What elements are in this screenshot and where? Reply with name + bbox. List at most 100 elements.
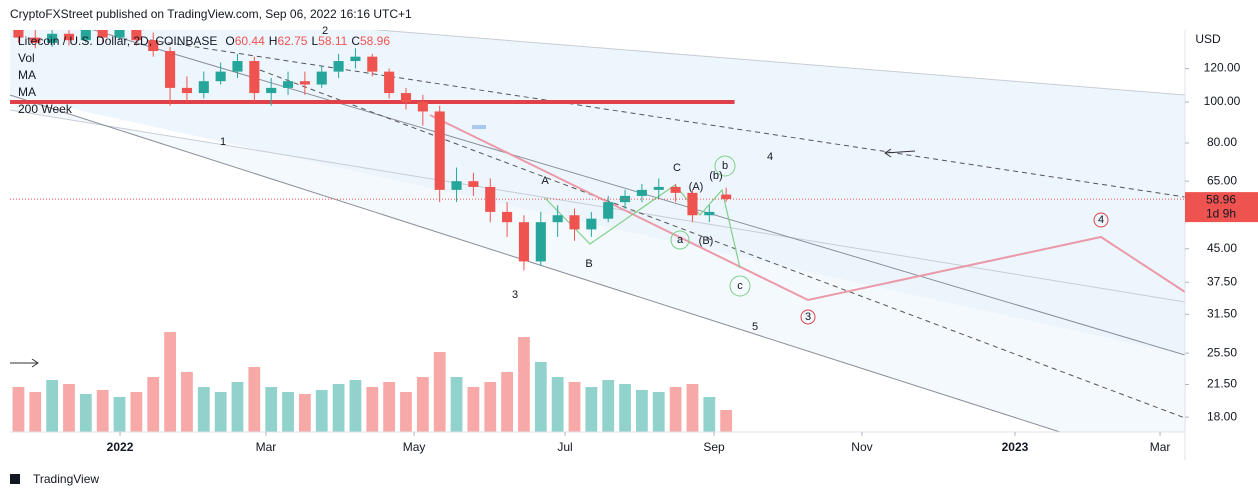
wave-label: (A): [689, 181, 704, 193]
candle-body: [249, 61, 260, 94]
y-tick-label: 100.00: [1204, 94, 1241, 108]
candle-body: [670, 186, 681, 193]
trend-line: [372, 30, 1185, 96]
candle-body: [586, 218, 597, 230]
volume-bar: [416, 377, 429, 432]
wave-label: 4: [767, 151, 773, 163]
volume-bar: [12, 387, 25, 432]
volume-bar: [214, 392, 227, 432]
volume-bar: [534, 362, 547, 432]
trend-line: [10, 109, 1185, 303]
logo: TradingView: [10, 472, 99, 486]
legend-symbol: Litecoin / U.S. Dollar, 2D, COINBASE O60.…: [18, 34, 390, 48]
volume-bar: [29, 392, 42, 432]
volume-bar: [518, 337, 530, 432]
ohlc-key: C: [351, 34, 360, 48]
ohlc-value: 58.11: [318, 34, 347, 48]
volume-bar: [383, 382, 396, 432]
volume-bar: [113, 397, 126, 432]
volume-bar: [46, 380, 59, 432]
y-tick-label: 25.50: [1207, 345, 1237, 359]
volume-bar: [248, 367, 261, 432]
indicator: MA: [18, 85, 36, 99]
candle-body: [215, 71, 226, 82]
channel-fill: [10, 95, 1185, 432]
candle-body: [569, 215, 580, 230]
x-tick-label: 2022: [107, 440, 134, 454]
ohlc-key: O: [225, 34, 234, 48]
wave-circle: [729, 275, 751, 297]
candle-body: [400, 93, 412, 103]
volume-bar: [652, 392, 665, 432]
volume-bar: [568, 382, 581, 432]
trend-line: [91, 30, 1185, 356]
candle-body: [704, 211, 715, 216]
volume-bar: [366, 387, 379, 432]
volume-bar: [332, 384, 345, 432]
x-tick-label: Mar: [1150, 440, 1171, 454]
ohlc-key: L: [311, 34, 318, 48]
candle-body: [165, 51, 176, 88]
wave-label: a: [677, 234, 684, 246]
y-tick-label: 80.00: [1207, 135, 1237, 149]
candle-body: [80, 30, 91, 41]
price-label: 58.96: [1206, 192, 1236, 206]
currency: USD: [1195, 32, 1221, 46]
candle-body: [552, 215, 563, 223]
wave-label: C: [673, 162, 681, 174]
volume-bar: [450, 377, 463, 432]
ohlc-value: 62.75: [277, 34, 307, 48]
price-label-bg: [1185, 192, 1258, 223]
volume-bar: [703, 397, 716, 432]
volume-bar: [79, 394, 92, 432]
volume-bar: [619, 384, 631, 432]
candle-body: [518, 222, 530, 262]
wave-label: 3: [512, 289, 518, 301]
volume-bar: [164, 332, 176, 432]
x-tick-label: Sep: [703, 440, 725, 454]
x-tick-label: 2023: [1002, 440, 1029, 454]
candle-body: [636, 189, 647, 196]
marker: [472, 125, 486, 129]
candle-body: [316, 71, 327, 85]
volume-bar: [197, 387, 210, 432]
y-tick-label: 37.50: [1207, 274, 1237, 288]
x-tick-label: Nov: [851, 440, 872, 454]
candle-body: [502, 211, 513, 223]
volume-bar: [501, 372, 513, 432]
candle-body: [232, 61, 243, 72]
candle-body: [350, 56, 361, 62]
header: CryptoFXStreet published on TradingView.…: [10, 7, 412, 21]
y-tick-label: 18.00: [1207, 409, 1237, 423]
legend: Litecoin / U.S. Dollar, 2D, COINBASE O60.…: [18, 34, 390, 116]
volume-bar: [63, 384, 75, 432]
candle-body: [198, 81, 209, 94]
candle-body: [131, 30, 142, 41]
candle-body: [114, 30, 125, 38]
candle-body: [434, 111, 445, 190]
candle-body: [97, 30, 108, 38]
footer: TradingView: [33, 472, 99, 486]
ohlc: O60.44 H62.75 L58.11 C58.96: [225, 34, 390, 48]
volume-bar: [720, 410, 733, 432]
wave-labels: 1 2 3 4 5 A B C (A) (B) a b (b) c 3 4: [220, 25, 1109, 333]
candle-body: [333, 61, 344, 72]
y-tick-label: 120.00: [1204, 61, 1241, 75]
volume-bar: [298, 394, 311, 432]
y-tick-label: 21.50: [1207, 377, 1237, 391]
candle-body: [266, 87, 277, 94]
volume-bar: [585, 387, 598, 432]
arrow-head: [31, 358, 39, 368]
wave-label: 5: [752, 321, 758, 333]
trend-line: [10, 94, 1061, 432]
logo-mark: [10, 474, 20, 484]
trend-line: [259, 69, 1185, 419]
wave-circle: [714, 155, 736, 177]
candle-body: [299, 81, 310, 85]
candle-body: [282, 81, 294, 88]
candle-body: [63, 33, 75, 41]
candle-body: [721, 194, 732, 200]
candle-body: [417, 102, 428, 112]
